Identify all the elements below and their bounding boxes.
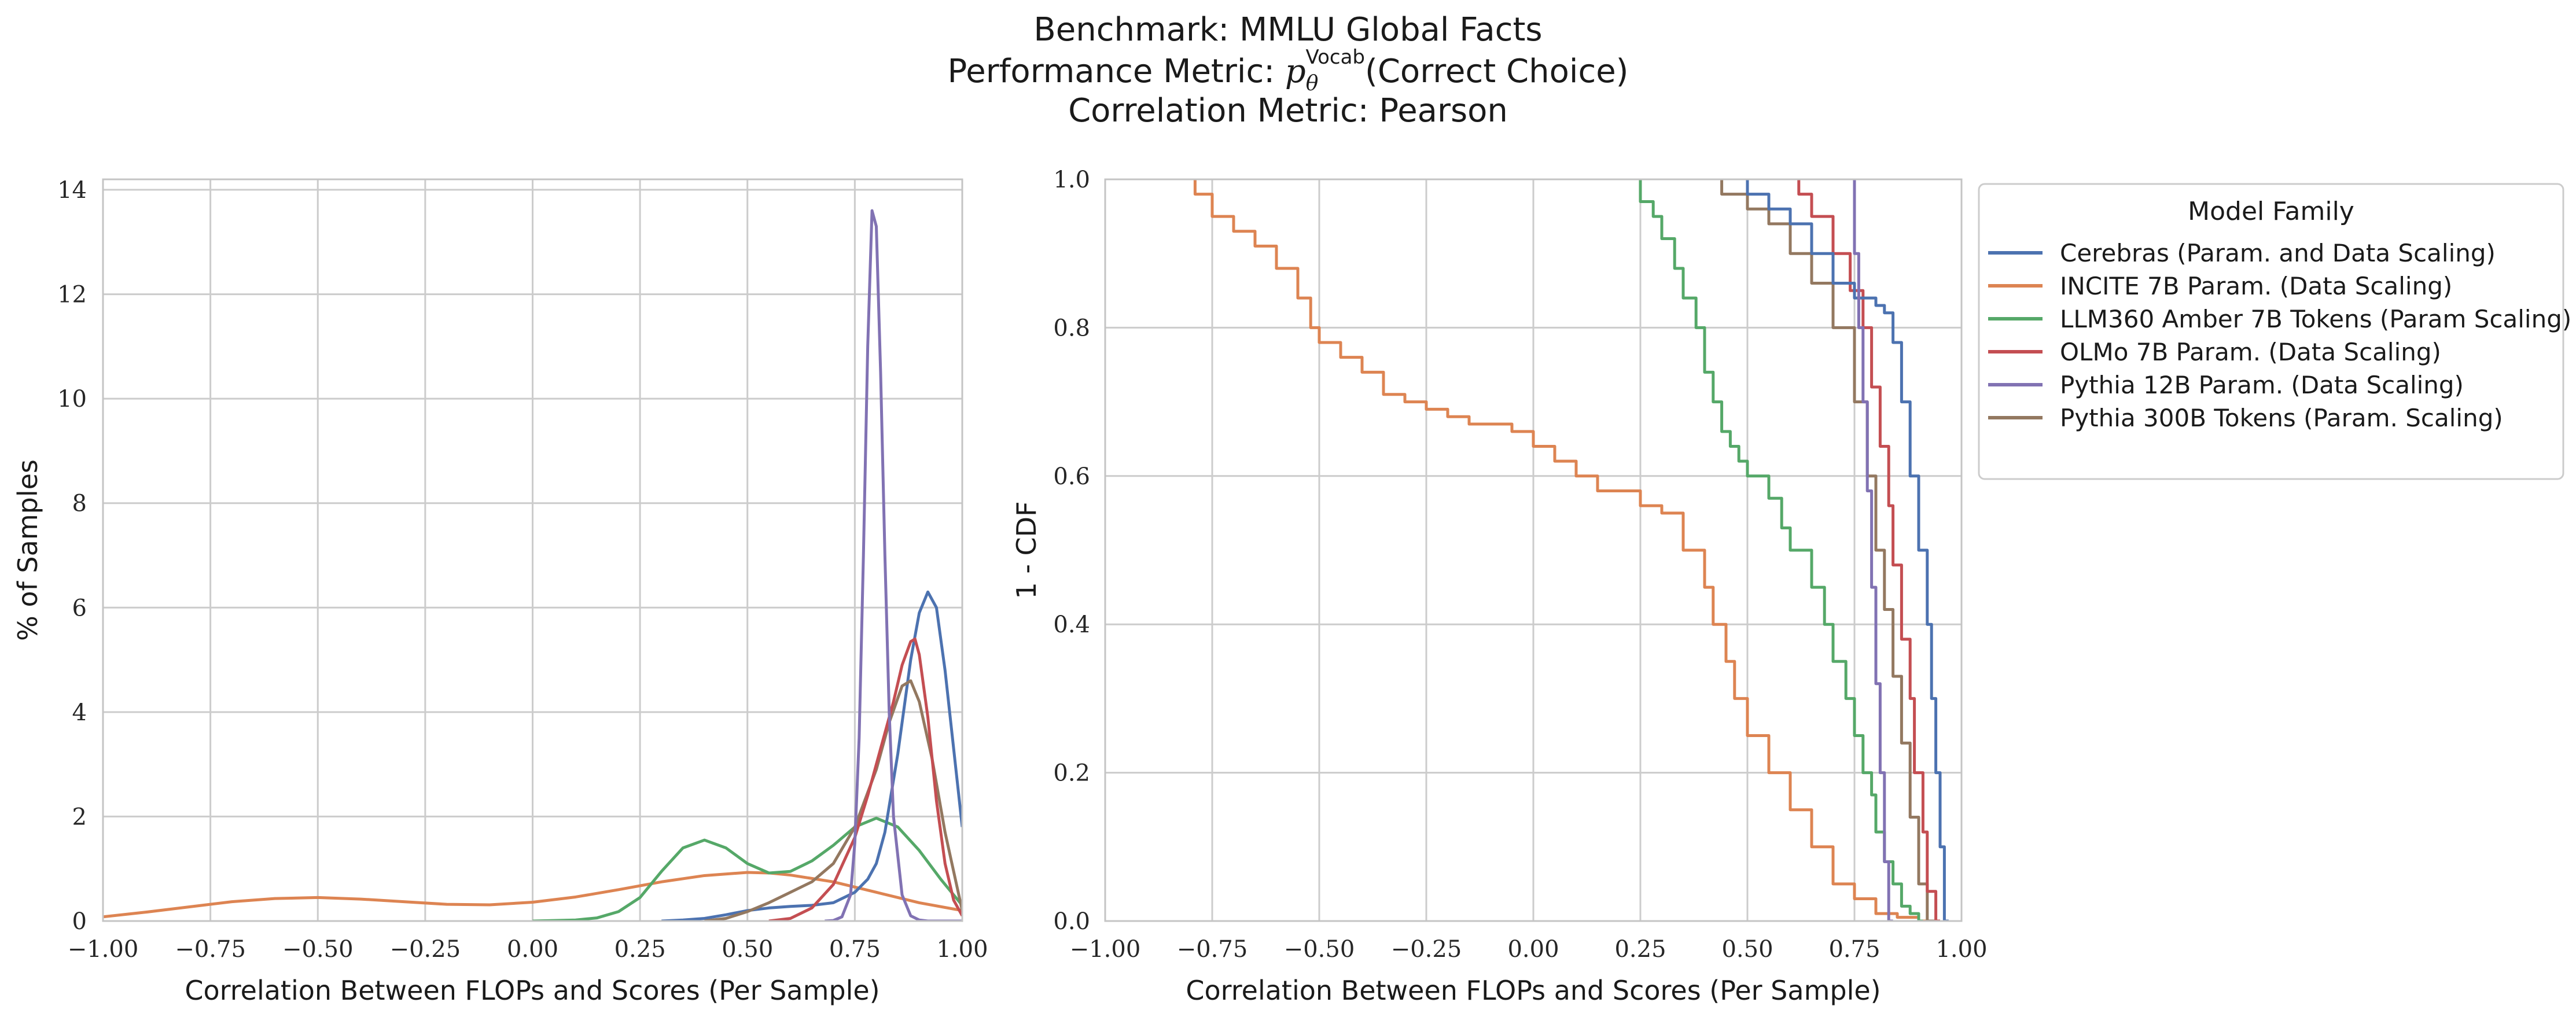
- ytick-label: 0.2: [1053, 760, 1090, 787]
- xtick-label: −1.00: [1070, 936, 1141, 963]
- cdf-xlabel: Correlation Between FLOPs and Scores (Pe…: [1186, 975, 1881, 1006]
- xtick-label: −0.50: [282, 936, 354, 963]
- title-line2-symbol: p: [1285, 53, 1306, 90]
- series-line-pythia300b: [1720, 179, 1936, 921]
- legend-label-olmo: OLMo 7B Param. (Data Scaling): [2060, 338, 2441, 366]
- kde-ylabel: % of Samples: [12, 459, 43, 641]
- cdf-panel: −1.00 −0.75 −0.50 −0.25 0.00 0.25 0.50 0.75 1.00…: [1011, 167, 1988, 1006]
- kde-gridlines: [102, 179, 963, 922]
- ytick-label: 1.0: [1053, 167, 1090, 193]
- legend-label-cerebras: Cerebras (Param. and Data Scaling): [2060, 239, 2496, 267]
- ytick-label: 6: [72, 595, 87, 621]
- figure-title-line2: Performance Metric: pθ Vocab(Correct Choi…: [947, 46, 1628, 95]
- cdf-plot-frame: [1104, 178, 1963, 922]
- ytick-label: 2: [72, 804, 87, 830]
- xtick-label: −0.50: [1284, 936, 1355, 963]
- ytick-label: 0.8: [1053, 315, 1090, 341]
- xtick-label: 1.00: [1935, 936, 1987, 963]
- ytick-label: 0.4: [1053, 612, 1090, 638]
- ytick-label: 0: [72, 908, 87, 935]
- xtick-label: 0.00: [1507, 936, 1559, 963]
- kde-xtick-labels: −1.00 −0.75 −0.50 −0.25 0.00 0.25 0.50 0.75 1.00: [68, 936, 988, 963]
- xtick-label: 0.00: [507, 936, 558, 963]
- cdf-ytick-labels: 0.0 0.2 0.4 0.6 0.8 1.0: [1053, 167, 1090, 935]
- legend-label-incite: INCITE 7B Param. (Data Scaling): [2060, 272, 2452, 300]
- series-line-cerebras: [661, 590, 962, 921]
- title-line2-sub: θ: [1306, 72, 1319, 95]
- xtick-label: 0.25: [1614, 936, 1666, 963]
- xtick-label: 0.50: [1721, 936, 1773, 963]
- ytick-label: 10: [57, 386, 87, 412]
- xtick-label: 0.75: [829, 936, 881, 963]
- ytick-label: 12: [57, 282, 87, 308]
- xtick-label: 0.25: [614, 936, 666, 963]
- series-line-cerebras: [1746, 179, 1949, 921]
- legend-label-pythia300b: Pythia 300B Tokens (Param. Scaling): [2060, 404, 2503, 432]
- kde-ytick-labels: 0 2 4 6 8 10 12 14: [57, 177, 87, 935]
- figure-title-line1: Benchmark: MMLU Global Facts: [1033, 11, 1542, 49]
- ytick-label: 4: [72, 699, 87, 726]
- kde-xlabel: Correlation Between FLOPs and Scores (Pe…: [185, 975, 879, 1006]
- kde-panel: −1.00 −0.75 −0.50 −0.25 0.00 0.25 0.50 0.75 1.00…: [12, 177, 988, 1006]
- xtick-label: −0.25: [1391, 936, 1462, 963]
- xtick-label: −0.75: [1177, 936, 1248, 963]
- xtick-label: 1.00: [936, 936, 988, 963]
- xtick-label: −0.25: [390, 936, 461, 963]
- series-line-olmo: [768, 637, 962, 921]
- xtick-label: 0.75: [1828, 936, 1880, 963]
- legend: Model Family Cerebras (Param. and Data S…: [1978, 183, 2571, 480]
- ytick-label: 14: [57, 177, 87, 204]
- cdf-series: [1193, 179, 1949, 921]
- legend-label-pythia12b: Pythia 12B Param. (Data Scaling): [2060, 371, 2464, 399]
- title-line2-prefix: Performance Metric:: [947, 53, 1285, 90]
- series-line-pythia12b: [1853, 179, 1893, 921]
- series-line-incite: [103, 871, 962, 919]
- xtick-label: −1.00: [68, 936, 139, 963]
- xtick-label: −0.75: [175, 936, 246, 963]
- legend-label-llm360: LLM360 Amber 7B Tokens (Param Scaling): [2060, 305, 2571, 333]
- ytick-label: 0.6: [1053, 463, 1090, 490]
- cdf-ylabel: 1 - CDF: [1011, 501, 1042, 599]
- title-line2-sup: Vocab: [1305, 46, 1365, 69]
- kde-series: [103, 209, 962, 921]
- legend-entries: Cerebras (Param. and Data Scaling) INCITE…: [1988, 239, 2571, 432]
- kde-plot-frame: [102, 178, 963, 922]
- legend-title: Model Family: [2188, 197, 2354, 226]
- series-line-pythia12b: [825, 209, 962, 921]
- figure-title-line3: Correlation Metric: Pearson: [1068, 92, 1508, 130]
- legend-box: [1978, 183, 2564, 480]
- series-line-incite: [1193, 179, 1940, 921]
- cdf-xtick-labels: −1.00 −0.75 −0.50 −0.25 0.00 0.25 0.50 0.75 1.00: [1070, 936, 1988, 963]
- title-line2-suffix: (Correct Choice): [1365, 53, 1629, 90]
- xtick-label: 0.50: [722, 936, 773, 963]
- ytick-label: 8: [72, 491, 87, 517]
- ytick-label: 0.0: [1053, 908, 1090, 935]
